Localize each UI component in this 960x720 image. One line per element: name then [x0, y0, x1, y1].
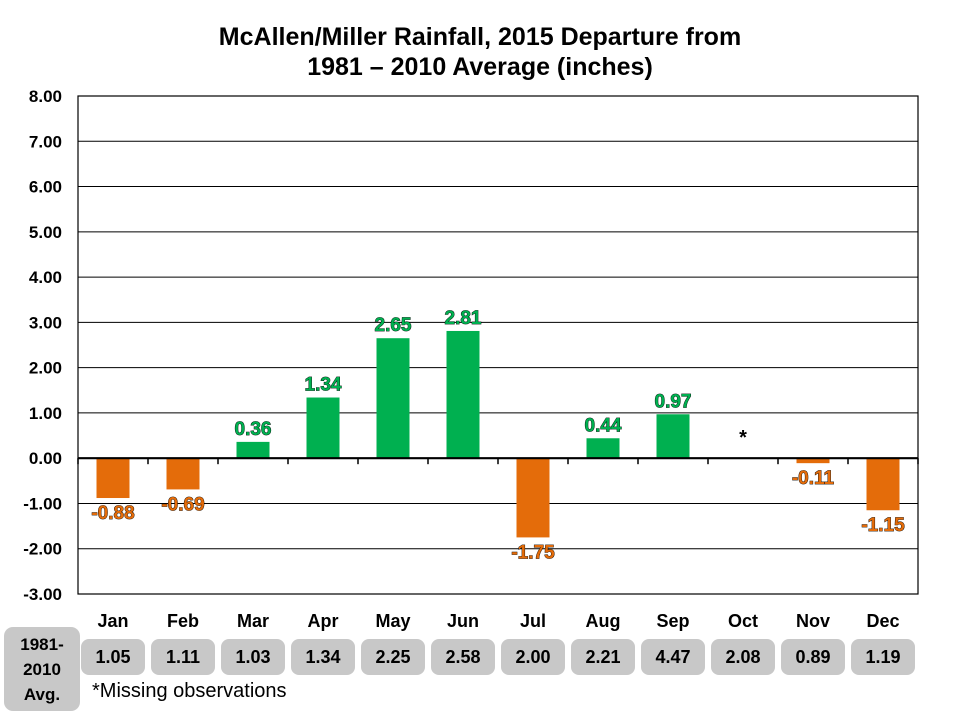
x-tick-label: Jul: [520, 611, 546, 631]
data-label: 1.34: [305, 375, 342, 396]
chart-title-line-2: 1981 – 2010 Average (inches): [307, 53, 653, 81]
avg-cell: 1.19: [851, 639, 915, 675]
avg-cell: 1.05: [81, 639, 145, 675]
x-tick-label: Jan: [97, 611, 128, 631]
y-tick-label: -3.00: [23, 585, 62, 604]
bar: [236, 441, 270, 459]
data-label: 0.97: [655, 391, 692, 412]
avg-cell: 1.34: [291, 639, 355, 675]
x-tick-label: Feb: [167, 611, 199, 631]
y-tick-label: -2.00: [23, 540, 62, 559]
avg-cell: 2.21: [571, 639, 635, 675]
y-tick-label: 4.00: [29, 268, 62, 287]
x-tick-label: Sep: [656, 611, 689, 631]
bar: [866, 458, 900, 511]
bar: [446, 330, 480, 459]
bar: [306, 397, 340, 459]
footnote: *Missing observations: [92, 680, 287, 702]
x-tick-label: Apr: [308, 611, 339, 631]
y-tick-label: 2.00: [29, 359, 62, 378]
avg-cell: 2.58: [431, 639, 495, 675]
y-tick-label: 1.00: [29, 404, 62, 423]
avg-cell: 2.25: [361, 639, 425, 675]
avg-row-label-line: 1981-: [20, 634, 64, 654]
avg-cell: 1.11: [151, 639, 215, 675]
x-tick-label: Mar: [237, 611, 269, 631]
avg-cell: 2.00: [501, 639, 565, 675]
x-tick-label: Nov: [796, 611, 830, 631]
bar: [656, 414, 690, 459]
data-label: -1.15: [861, 515, 905, 536]
avg-row-label: 1981- 2010 Avg.: [4, 627, 80, 711]
y-tick-label: 3.00: [29, 313, 62, 332]
x-tick-label: Dec: [866, 611, 899, 631]
avg-cell: 2.08: [711, 639, 775, 675]
data-label: -1.75: [511, 542, 555, 563]
data-label: -0.69: [161, 494, 204, 515]
y-tick-label: 5.00: [29, 223, 62, 242]
avg-cell: 4.47: [641, 639, 705, 675]
avg-cell: 1.03: [221, 639, 285, 675]
bar: [376, 338, 410, 459]
x-tick-label: Jun: [447, 611, 479, 631]
data-label: -0.11: [792, 468, 835, 489]
x-tick-label: Oct: [728, 611, 758, 631]
data-label: 0.44: [585, 415, 622, 436]
chart-plot: 8.00 7.00 6.00 5.00 4.00 3.00 2.00 1.00 0.00 -1.0…: [23, 87, 919, 631]
y-tick-label: 6.00: [29, 178, 62, 197]
y-tick-label: 7.00: [29, 132, 62, 151]
x-tick-label: Aug: [586, 611, 621, 631]
data-label: -0.88: [91, 503, 134, 524]
data-label: *: [739, 427, 747, 449]
avg-row-label-line: Avg.: [23, 684, 61, 704]
avg-row-label-line: 2010: [23, 659, 61, 679]
plot-area: [78, 96, 918, 594]
y-tick-label: 0.00: [29, 449, 62, 468]
y-tick-label: -1.00: [23, 494, 62, 513]
data-label: 2.81: [445, 308, 482, 329]
bar: [166, 458, 200, 490]
bar: [516, 458, 550, 538]
data-label: 0.36: [235, 419, 272, 440]
bar: [586, 438, 620, 459]
plot-border: [77, 95, 919, 595]
data-label: 2.65: [375, 315, 412, 336]
x-tick-label: May: [375, 611, 410, 631]
avg-cell: 0.89: [781, 639, 845, 675]
bar: [96, 458, 130, 499]
y-tick-label: 8.00: [29, 87, 62, 106]
bar: [796, 458, 830, 464]
chart-title-line-1: McAllen/Miller Rainfall, 2015 Departure …: [218, 23, 742, 51]
